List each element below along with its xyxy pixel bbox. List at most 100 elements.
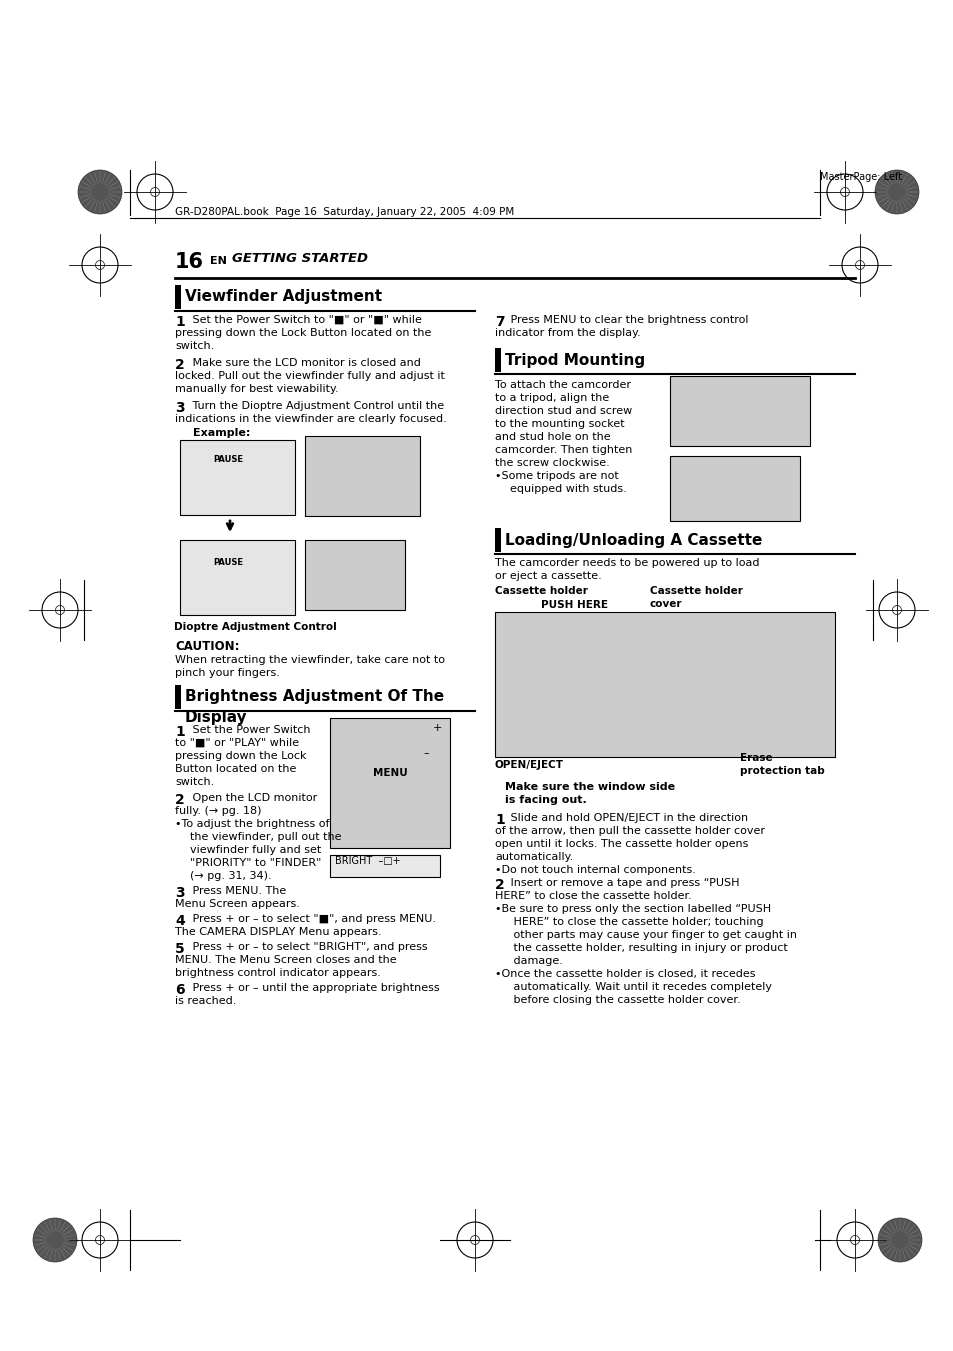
Text: 5: 5 [174,942,185,957]
Text: Slide and hold OPEN/EJECT in the direction: Slide and hold OPEN/EJECT in the directi… [506,813,747,823]
Text: •Do not touch internal components.: •Do not touch internal components. [495,865,695,875]
Text: PAUSE: PAUSE [213,455,243,463]
Text: When retracting the viewfinder, take care not to: When retracting the viewfinder, take car… [174,655,444,665]
Text: the viewfinder, pull out the: the viewfinder, pull out the [183,832,341,842]
Text: Menu Screen appears.: Menu Screen appears. [174,898,299,909]
Text: –: – [422,748,428,758]
Circle shape [877,1219,921,1262]
Text: equipped with studs.: equipped with studs. [502,484,626,494]
Text: Turn the Dioptre Adjustment Control until the: Turn the Dioptre Adjustment Control unti… [189,401,444,411]
Text: pressing down the Lock Button located on the: pressing down the Lock Button located on… [174,328,431,338]
Text: switch.: switch. [174,777,214,788]
Text: Tripod Mounting: Tripod Mounting [504,353,644,367]
Text: The camcorder needs to be powered up to load: The camcorder needs to be powered up to … [495,558,759,567]
Text: HERE” to close the cassette holder; touching: HERE” to close the cassette holder; touc… [502,917,762,927]
Text: open until it locks. The cassette holder opens: open until it locks. The cassette holder… [495,839,747,848]
Bar [174,685,181,709]
Text: damage.: damage. [502,957,562,966]
Text: Button located on the: Button located on the [174,765,296,774]
Text: Make sure the LCD monitor is closed and: Make sure the LCD monitor is closed and [189,358,420,367]
Text: "PRIORITY" to "FINDER": "PRIORITY" to "FINDER" [183,858,321,867]
Bar [495,528,500,553]
Text: 1: 1 [495,813,504,827]
Text: Press + or – to select "BRIGHT", and press: Press + or – to select "BRIGHT", and pre… [189,942,427,952]
Text: Viewfinder Adjustment: Viewfinder Adjustment [185,289,382,304]
Text: the screw clockwise.: the screw clockwise. [495,458,609,467]
Text: Set the Power Switch to "■" or "■" while: Set the Power Switch to "■" or "■" while [189,315,421,326]
Text: OPEN/EJECT: OPEN/EJECT [495,761,563,770]
Text: to a tripod, align the: to a tripod, align the [495,393,609,403]
Bar [305,436,419,516]
Text: 2: 2 [174,793,185,807]
Circle shape [33,1219,77,1262]
Text: Cassette holder: Cassette holder [649,586,742,596]
Text: Press + or – until the appropriate brightness: Press + or – until the appropriate brigh… [189,984,439,993]
Bar [180,540,294,615]
Text: the cassette holder, resulting in injury or product: the cassette holder, resulting in injury… [502,943,787,952]
Text: Loading/Unloading A Cassette: Loading/Unloading A Cassette [504,532,761,547]
Text: •Be sure to press only the section labelled “PUSH: •Be sure to press only the section label… [495,904,770,915]
Text: PUSH HERE: PUSH HERE [541,600,608,611]
Text: Press MENU. The: Press MENU. The [189,886,286,896]
Text: automatically.: automatically. [495,852,573,862]
Text: MasterPage: Left: MasterPage: Left [820,172,902,182]
Bar [495,612,834,757]
Text: Set the Power Switch: Set the Power Switch [189,725,310,735]
Text: GETTING STARTED: GETTING STARTED [232,253,368,265]
Text: direction stud and screw: direction stud and screw [495,407,632,416]
Text: to "■" or "PLAY" while: to "■" or "PLAY" while [174,738,299,748]
Text: viewfinder fully and set: viewfinder fully and set [183,844,321,855]
Text: Display: Display [185,711,248,725]
Text: 2: 2 [174,358,185,372]
Text: Cassette holder: Cassette holder [495,586,587,596]
Text: Insert or remove a tape and press “PUSH: Insert or remove a tape and press “PUSH [506,878,739,888]
Text: Press + or – to select "■", and press MENU.: Press + or – to select "■", and press ME… [189,915,436,924]
Text: locked. Pull out the viewfinder fully and adjust it: locked. Pull out the viewfinder fully an… [174,372,444,381]
Text: •Once the cassette holder is closed, it recedes: •Once the cassette holder is closed, it … [495,969,755,979]
Text: 6: 6 [174,984,185,997]
Text: camcorder. Then tighten: camcorder. Then tighten [495,444,632,455]
Text: before closing the cassette holder cover.: before closing the cassette holder cover… [502,994,740,1005]
Text: is facing out.: is facing out. [504,794,586,805]
Text: and stud hole on the: and stud hole on the [495,432,610,442]
Text: •Some tripods are not: •Some tripods are not [495,471,618,481]
Text: •To adjust the brightness of: •To adjust the brightness of [174,819,329,830]
Text: of the arrow, then pull the cassette holder cover: of the arrow, then pull the cassette hol… [495,825,764,836]
Text: or eject a cassette.: or eject a cassette. [495,571,601,581]
Text: HERE” to close the cassette holder.: HERE” to close the cassette holder. [495,892,691,901]
Text: protection tab: protection tab [740,766,824,775]
Circle shape [78,170,122,213]
Bar [174,285,181,309]
Text: Erase: Erase [740,753,772,763]
Text: is reached.: is reached. [174,996,236,1006]
Text: pinch your fingers.: pinch your fingers. [174,667,279,678]
Text: brightness control indicator appears.: brightness control indicator appears. [174,969,380,978]
Text: switch.: switch. [174,340,214,351]
Text: Example:: Example: [193,428,250,438]
Bar [180,440,294,515]
Text: indications in the viewfinder are clearly focused.: indications in the viewfinder are clearl… [174,413,446,424]
Text: MENU. The Menu Screen closes and the: MENU. The Menu Screen closes and the [174,955,396,965]
Text: MENU: MENU [373,767,407,778]
Text: to the mounting socket: to the mounting socket [495,419,624,430]
Text: BRIGHT  –□+: BRIGHT –□+ [335,857,400,866]
Text: automatically. Wait until it recedes completely: automatically. Wait until it recedes com… [502,982,771,992]
Text: The CAMERA DISPLAY Menu appears.: The CAMERA DISPLAY Menu appears. [174,927,381,938]
Text: 7: 7 [495,315,504,330]
Text: cover: cover [649,598,681,609]
Text: 2: 2 [495,878,504,892]
Text: 1: 1 [174,725,185,739]
Text: fully. (→ pg. 18): fully. (→ pg. 18) [174,807,261,816]
Text: PAUSE: PAUSE [213,558,243,567]
Text: indicator from the display.: indicator from the display. [495,328,640,338]
Text: Make sure the window side: Make sure the window side [504,782,675,792]
Text: Brightness Adjustment Of The: Brightness Adjustment Of The [185,689,444,704]
Text: +: + [433,723,442,734]
Bar [669,376,809,446]
Text: manually for best viewability.: manually for best viewability. [174,384,338,394]
Bar [669,457,800,521]
Text: Open the LCD monitor: Open the LCD monitor [189,793,317,802]
Text: 4: 4 [174,915,185,928]
Text: pressing down the Lock: pressing down the Lock [174,751,306,761]
Text: (→ pg. 31, 34).: (→ pg. 31, 34). [183,871,272,881]
